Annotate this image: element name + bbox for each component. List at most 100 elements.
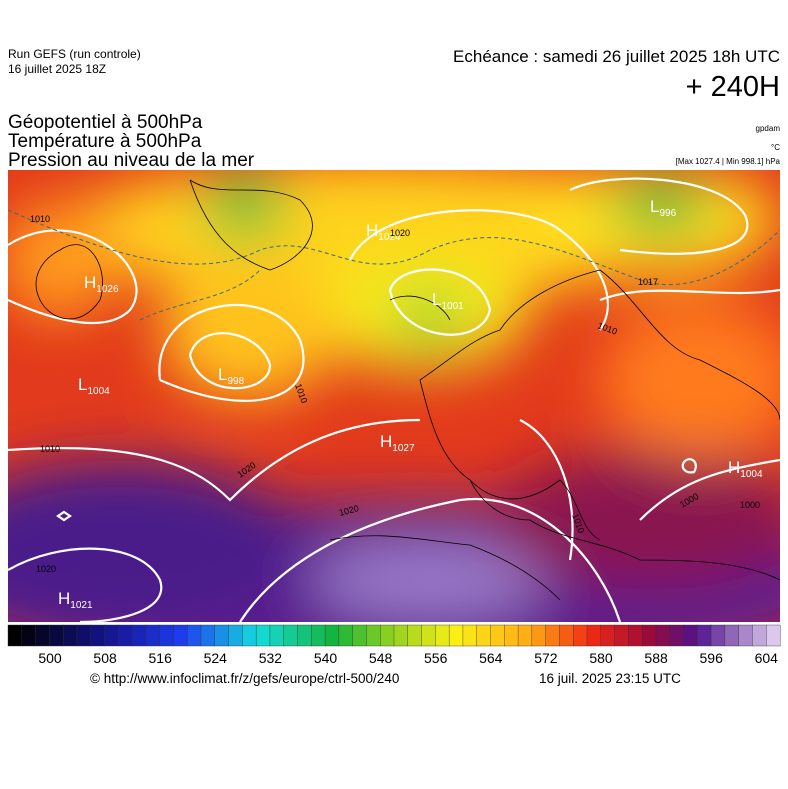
colorbar-swatch bbox=[490, 624, 505, 647]
echeance: Echéance : samedi 26 juillet 2025 18h UT… bbox=[453, 47, 780, 66]
colorbar-swatch bbox=[641, 624, 657, 647]
pressure-center: L1004 bbox=[78, 375, 110, 397]
pressure-center: H1026 bbox=[84, 273, 119, 295]
unit-geopotential: gpdam bbox=[756, 124, 781, 133]
colorbar-swatch bbox=[517, 624, 533, 647]
center-value: 996 bbox=[659, 208, 676, 219]
pressure-center: L1001 bbox=[432, 290, 464, 312]
colorbar-swatch bbox=[338, 624, 354, 647]
colorbar-swatch bbox=[600, 624, 616, 647]
colorbar-swatch bbox=[435, 624, 450, 647]
colorbar-swatch bbox=[35, 624, 50, 647]
colorbar-swatch bbox=[283, 624, 299, 647]
center-kind: L bbox=[218, 365, 227, 384]
colorbar-label: 532 bbox=[259, 650, 283, 666]
center-kind: H bbox=[380, 432, 392, 451]
colorbar-label: 580 bbox=[589, 650, 613, 666]
center-value: 1004 bbox=[87, 386, 110, 397]
colorbar-swatch bbox=[297, 624, 312, 647]
colorbar-swatch bbox=[683, 624, 698, 647]
colorbar-swatch bbox=[380, 624, 395, 647]
colorbar-swatch bbox=[324, 624, 340, 647]
colorbar-swatch bbox=[559, 624, 574, 647]
colorbar-swatch bbox=[269, 624, 285, 647]
unit-pressure: [Max 1027.4 | Min 998.1] hPa bbox=[676, 157, 781, 166]
map: H1026H1024L1001L998L1004H1027H1021H1004L… bbox=[8, 170, 780, 622]
center-value: 1026 bbox=[96, 284, 119, 295]
colorbar-swatch bbox=[655, 624, 671, 647]
colorbar-swatch bbox=[531, 624, 547, 647]
colorbar-swatch bbox=[62, 624, 78, 647]
colorbar-swatch bbox=[214, 624, 230, 647]
colorbar-swatch bbox=[697, 624, 712, 647]
title-1: Géopotentiel à 500hPa bbox=[8, 112, 203, 133]
colorbar-swatch bbox=[90, 624, 106, 647]
center-kind: L bbox=[650, 197, 659, 216]
center-value: 1027 bbox=[392, 443, 415, 454]
center-value: 998 bbox=[227, 376, 244, 387]
footer-url: © http://www.infoclimat.fr/z/gefs/europe… bbox=[90, 671, 399, 686]
run-date: 16 juillet 2025 18Z bbox=[8, 62, 106, 76]
colorbar-swatch bbox=[476, 624, 492, 647]
colorbar-swatch bbox=[49, 624, 64, 647]
isobar-label: 1020 bbox=[390, 228, 410, 238]
run: Run GEFS (run controle) bbox=[8, 47, 141, 61]
colorbar-swatch bbox=[200, 624, 216, 647]
colorbar-swatch bbox=[628, 624, 643, 647]
colorbar-swatch bbox=[118, 624, 133, 647]
colorbar-swatch bbox=[614, 624, 629, 647]
colorbar-swatch bbox=[173, 624, 188, 647]
center-kind: H bbox=[366, 221, 378, 240]
colorbar-swatch bbox=[504, 624, 519, 647]
center-kind: L bbox=[432, 290, 441, 309]
colorbar-swatch bbox=[407, 624, 423, 647]
colorbar-swatch bbox=[242, 624, 257, 647]
colorbar-swatch bbox=[421, 624, 436, 647]
colorbar-label: 540 bbox=[314, 650, 338, 666]
colorbar-swatch bbox=[145, 624, 161, 647]
colorbar-swatch bbox=[669, 624, 685, 647]
center-kind: H bbox=[728, 458, 740, 477]
center-value: 1024 bbox=[378, 232, 401, 243]
colorbar-label: 556 bbox=[424, 650, 448, 666]
colorbar-label: 596 bbox=[700, 650, 724, 666]
center-kind: H bbox=[58, 589, 70, 608]
isobars bbox=[8, 177, 780, 622]
isobar-label: 1010 bbox=[30, 214, 50, 224]
colorbar-swatch bbox=[255, 624, 271, 647]
colorbar-swatch bbox=[7, 624, 23, 647]
pressure-center: L996 bbox=[650, 197, 677, 219]
colorbar-label: 588 bbox=[644, 650, 668, 666]
colorbar-swatch bbox=[573, 624, 588, 647]
colorbar-swatch bbox=[366, 624, 381, 647]
colorbar-swatch bbox=[228, 624, 243, 647]
colorbar-swatch bbox=[586, 624, 602, 647]
colorbar-swatch bbox=[752, 624, 767, 647]
isobar-label: 1010 bbox=[40, 444, 60, 454]
pressure-center: H1027 bbox=[380, 432, 415, 454]
pressure-center: H1004 bbox=[728, 458, 763, 480]
title-2: Température à 500hPa bbox=[8, 131, 202, 152]
title-3: Pression au niveau de la mer bbox=[8, 150, 255, 171]
colorbar-swatch bbox=[187, 624, 202, 647]
colorbar-swatch bbox=[545, 624, 560, 647]
isotherms bbox=[8, 209, 780, 321]
colorbar-swatch bbox=[352, 624, 367, 647]
colorbar-label: 604 bbox=[755, 650, 779, 666]
colorbar-swatch bbox=[159, 624, 174, 647]
center-value: 1001 bbox=[441, 301, 464, 312]
pressure-center: L998 bbox=[218, 365, 245, 387]
colorbar-swatch bbox=[448, 624, 464, 647]
coastlines bbox=[35, 179, 780, 601]
colorbar-swatch bbox=[710, 624, 726, 647]
colorbar-label: 500 bbox=[38, 650, 62, 666]
colorbar-swatch bbox=[104, 624, 119, 647]
colorbar-swatch bbox=[766, 624, 781, 647]
colorbar-swatch bbox=[462, 624, 478, 647]
colorbar-label: 508 bbox=[93, 650, 117, 666]
colorbar-label: 572 bbox=[534, 650, 558, 666]
pressure-center: H1021 bbox=[58, 589, 93, 611]
colorbar-label: 524 bbox=[204, 650, 228, 666]
center-kind: L bbox=[78, 375, 87, 394]
